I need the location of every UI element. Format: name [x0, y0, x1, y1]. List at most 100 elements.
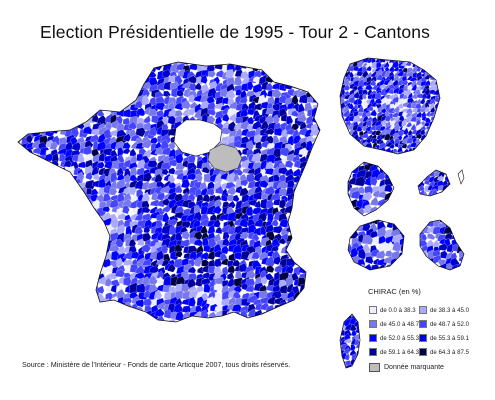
canton-cell [72, 285, 82, 295]
canton-cell [358, 347, 360, 355]
canton-cell [24, 167, 34, 178]
canton-cell [72, 277, 82, 287]
canton-cell [58, 62, 68, 65]
canton-cell [311, 217, 320, 228]
canton-cell [75, 237, 85, 246]
canton-cell [310, 148, 319, 161]
canton-cell [33, 231, 42, 241]
canton-cell [279, 315, 290, 322]
canton-cell [148, 126, 158, 137]
canton-cell [84, 283, 94, 293]
canton-cell [317, 102, 320, 114]
canton-cell [304, 211, 317, 223]
canton-cell [98, 62, 108, 69]
canton-cell [33, 167, 42, 176]
canton-cell [255, 141, 263, 150]
canton-cell [59, 299, 68, 308]
canton-cell [240, 323, 250, 331]
canton-cell [279, 198, 287, 209]
canton-cell [311, 308, 319, 318]
canton-cell [193, 239, 204, 247]
canton-cell [52, 283, 62, 295]
canton-cell [136, 69, 145, 78]
canton-cell [148, 265, 160, 274]
legend-label: Donnée marquante [384, 364, 444, 371]
canton-cell [457, 220, 464, 231]
canton-cell [267, 62, 277, 64]
canton-cell [356, 152, 365, 154]
canton-cell [420, 220, 430, 222]
canton-cell [65, 200, 75, 212]
canton-cell [18, 121, 23, 131]
canton-cell [65, 103, 75, 112]
legend-label: de 48.7 à 52.0 [430, 320, 469, 328]
canton-cell [207, 108, 216, 116]
canton-cell [122, 83, 131, 95]
canton-cell [362, 319, 368, 326]
canton-cell [311, 213, 320, 225]
canton-cell [317, 194, 320, 205]
canton-cell [340, 139, 342, 146]
canton-cell [428, 138, 437, 145]
canton-cell [402, 157, 409, 163]
canton-cell [76, 107, 88, 116]
canton-cell [348, 212, 354, 216]
canton-cell [356, 220, 367, 225]
canton-cell [157, 276, 165, 286]
canton-cell [437, 58, 440, 60]
canton-cell [110, 62, 118, 68]
canton-cell [72, 198, 84, 210]
canton-cell [360, 368, 368, 375]
canton-cell [240, 108, 249, 118]
canton-cell [310, 188, 320, 199]
canton-cell [416, 150, 423, 154]
canton-cell [293, 303, 304, 314]
canton-cell [88, 62, 101, 64]
canton-cell [18, 258, 22, 269]
canton-cell [304, 256, 313, 267]
canton-cell [18, 90, 22, 101]
canton-cell [427, 271, 437, 279]
canton-cell [57, 270, 69, 282]
canton-cell [319, 272, 320, 281]
canton-cell [298, 147, 309, 156]
canton-cell [108, 187, 118, 196]
canton-cell [43, 199, 52, 210]
canton-cell [20, 101, 29, 112]
canton-cell [296, 71, 307, 80]
canton-cell [18, 101, 26, 111]
canton-cell [26, 185, 36, 196]
canton-cell [359, 355, 360, 362]
canton-cell [18, 179, 27, 189]
legend-label: de 64.3 à 87.5 [430, 348, 469, 356]
canton-cell [402, 58, 409, 59]
canton-cell [385, 205, 394, 215]
canton-cell [26, 122, 36, 131]
canton-cell [97, 76, 108, 85]
canton-cell [40, 281, 50, 294]
canton-cell [86, 96, 95, 106]
canton-cell [153, 290, 163, 300]
canton-cell [49, 102, 59, 114]
canton-cell [303, 297, 315, 307]
canton-cell [33, 214, 42, 224]
canton-cell [190, 323, 200, 332]
canton-cell [180, 178, 191, 189]
canton-cell [57, 205, 64, 214]
canton-cell [116, 303, 124, 314]
canton-cell [285, 321, 296, 322]
canton-cell [64, 276, 72, 287]
canton-cell [71, 62, 80, 68]
canton-cell [276, 180, 289, 190]
canton-cell [310, 167, 320, 177]
canton-cell [422, 195, 432, 196]
canton-cell [49, 219, 61, 230]
canton-cell [31, 251, 42, 260]
canton-cell [57, 219, 66, 227]
canton-cell [143, 297, 153, 307]
canton-cell [359, 314, 360, 318]
canton-cell [136, 63, 145, 72]
canton-cell [18, 214, 24, 224]
canton-cell [391, 151, 399, 154]
canton-cell [424, 92, 431, 100]
